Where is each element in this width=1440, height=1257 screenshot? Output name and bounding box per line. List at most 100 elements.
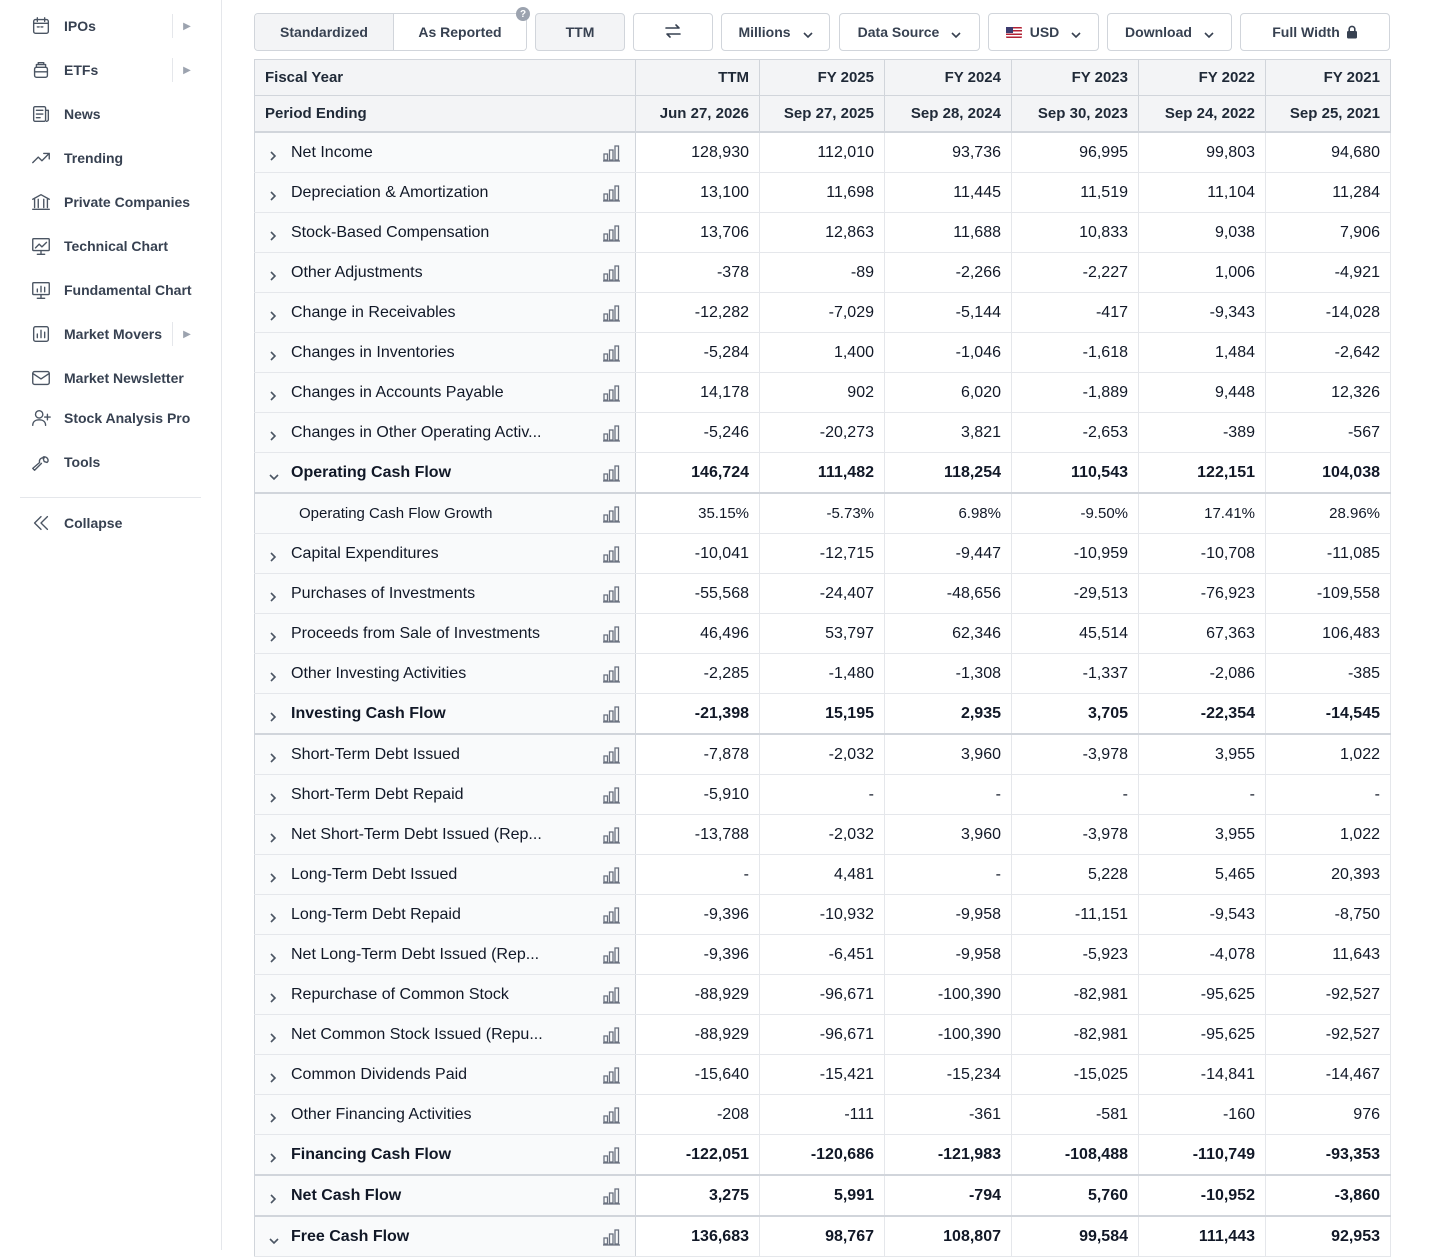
chevron-right-icon[interactable] — [269, 870, 277, 883]
sidebar-item-stock-analysis-pro[interactable]: Stock Analysis Pro — [30, 402, 200, 434]
row-label-cell[interactable]: Changes in Inventories — [254, 332, 636, 373]
row-label-cell[interactable]: Free Cash Flow — [254, 1215, 636, 1257]
row-label-cell[interactable]: Depreciation & Amortization — [254, 172, 636, 213]
sidebar-item-tools[interactable]: Tools — [30, 446, 200, 478]
bar-chart-icon[interactable] — [601, 625, 621, 643]
currency-dropdown[interactable]: USD — [988, 13, 1099, 51]
column-header[interactable]: FY 2023 — [1011, 59, 1139, 96]
sidebar-item-trending[interactable]: Trending — [30, 142, 200, 174]
chevron-right-icon[interactable] — [269, 669, 277, 682]
data-source-dropdown[interactable]: Data Source — [839, 13, 980, 51]
bar-chart-icon[interactable] — [601, 424, 621, 442]
sidebar-item-private-companies[interactable]: Private Companies — [30, 186, 200, 218]
row-label-cell[interactable]: Short-Term Debt Issued — [254, 733, 636, 775]
bar-chart-icon[interactable] — [601, 464, 621, 482]
row-label-cell[interactable]: Net Cash Flow — [254, 1174, 636, 1217]
bar-chart-icon[interactable] — [601, 786, 621, 804]
row-label-cell[interactable]: Net Short-Term Debt Issued (Rep... — [254, 814, 636, 855]
row-label-cell[interactable]: Net Common Stock Issued (Repu... — [254, 1014, 636, 1055]
swap-columns-button[interactable] — [633, 13, 713, 51]
column-header[interactable]: FY 2024 — [884, 59, 1012, 96]
chevron-right-icon[interactable] — [269, 308, 277, 321]
chevron-right-icon[interactable] — [269, 348, 277, 361]
row-label-cell[interactable]: Net Income — [254, 131, 636, 173]
chevron-right-icon[interactable] — [269, 1110, 277, 1123]
bar-chart-icon[interactable] — [601, 184, 621, 202]
column-header[interactable]: FY 2022 — [1138, 59, 1266, 96]
submenu-arrow-icon[interactable]: ▶ — [172, 322, 201, 346]
row-label-cell[interactable]: Repurchase of Common Stock — [254, 974, 636, 1015]
sidebar-item-ipos[interactable]: IPOs ▶ — [30, 10, 200, 42]
chevron-right-icon[interactable] — [269, 709, 277, 722]
chevron-right-icon[interactable] — [269, 750, 277, 763]
row-label-cell[interactable]: Changes in Other Operating Activ... — [254, 412, 636, 453]
bar-chart-icon[interactable] — [601, 705, 621, 723]
chevron-right-icon[interactable] — [269, 388, 277, 401]
row-label-cell[interactable]: Operating Cash Flow Growth — [254, 492, 636, 534]
sidebar-item-news[interactable]: News — [30, 98, 200, 130]
chevron-right-icon[interactable] — [269, 629, 277, 642]
bar-chart-icon[interactable] — [601, 1026, 621, 1044]
bar-chart-icon[interactable] — [601, 1228, 621, 1246]
row-label-cell[interactable]: Long-Term Debt Issued — [254, 854, 636, 895]
bar-chart-icon[interactable] — [601, 906, 621, 924]
chevron-right-icon[interactable] — [269, 428, 277, 441]
row-label-cell[interactable]: Other Adjustments — [254, 252, 636, 293]
row-label-cell[interactable]: Long-Term Debt Repaid — [254, 894, 636, 935]
units-dropdown[interactable]: Millions — [721, 13, 830, 51]
as-reported-button[interactable]: As Reported — [394, 14, 526, 50]
bar-chart-icon[interactable] — [601, 1066, 621, 1084]
chevron-right-icon[interactable] — [269, 228, 277, 241]
row-label-cell[interactable]: Purchases of Investments — [254, 573, 636, 614]
row-label-cell[interactable]: Proceeds from Sale of Investments — [254, 613, 636, 654]
chevron-right-icon[interactable] — [269, 830, 277, 843]
chevron-right-icon[interactable] — [269, 1191, 277, 1204]
sidebar-item-technical-chart[interactable]: Technical Chart — [30, 230, 200, 262]
row-label-cell[interactable]: Investing Cash Flow — [254, 693, 636, 735]
download-dropdown[interactable]: Download — [1107, 13, 1232, 51]
bar-chart-icon[interactable] — [601, 344, 621, 362]
row-label-cell[interactable]: Capital Expenditures — [254, 533, 636, 574]
chevron-right-icon[interactable] — [269, 268, 277, 281]
bar-chart-icon[interactable] — [601, 1187, 621, 1205]
chevron-right-icon[interactable] — [269, 910, 277, 923]
row-label-cell[interactable]: Common Dividends Paid — [254, 1054, 636, 1095]
submenu-arrow-icon[interactable]: ▶ — [172, 58, 201, 82]
submenu-arrow-icon[interactable]: ▶ — [172, 14, 201, 38]
bar-chart-icon[interactable] — [601, 866, 621, 884]
chevron-right-icon[interactable] — [269, 990, 277, 1003]
bar-chart-icon[interactable] — [601, 384, 621, 402]
chevron-right-icon[interactable] — [269, 148, 277, 161]
bar-chart-icon[interactable] — [601, 1106, 621, 1124]
bar-chart-icon[interactable] — [601, 505, 621, 523]
bar-chart-icon[interactable] — [601, 545, 621, 563]
ttm-button[interactable]: TTM — [535, 13, 625, 51]
bar-chart-icon[interactable] — [601, 665, 621, 683]
row-label-cell[interactable]: Short-Term Debt Repaid — [254, 774, 636, 815]
bar-chart-icon[interactable] — [601, 585, 621, 603]
bar-chart-icon[interactable] — [601, 746, 621, 764]
row-label-cell[interactable]: Financing Cash Flow — [254, 1134, 636, 1176]
chevron-right-icon[interactable] — [269, 950, 277, 963]
chevron-down-icon[interactable] — [269, 1232, 279, 1244]
bar-chart-icon[interactable] — [601, 144, 621, 162]
bar-chart-icon[interactable] — [601, 264, 621, 282]
column-header[interactable]: FY 2025 — [759, 59, 885, 96]
row-label-cell[interactable]: Changes in Accounts Payable — [254, 372, 636, 413]
column-header[interactable]: FY 2021 — [1265, 59, 1391, 96]
collapse-button[interactable]: Collapse — [30, 507, 200, 539]
help-icon[interactable]: ? — [516, 7, 530, 21]
bar-chart-icon[interactable] — [601, 1146, 621, 1164]
bar-chart-icon[interactable] — [601, 946, 621, 964]
bar-chart-icon[interactable] — [601, 224, 621, 242]
chevron-right-icon[interactable] — [269, 790, 277, 803]
chevron-right-icon[interactable] — [269, 549, 277, 562]
row-label-cell[interactable]: Other Investing Activities — [254, 653, 636, 694]
chevron-down-icon[interactable] — [269, 468, 279, 480]
row-label-cell[interactable]: Change in Receivables — [254, 292, 636, 333]
row-label-cell[interactable]: Stock-Based Compensation — [254, 212, 636, 253]
sidebar-item-market-newsletter[interactable]: Market Newsletter — [30, 362, 200, 394]
row-label-cell[interactable]: Other Financing Activities — [254, 1094, 636, 1135]
sidebar-item-market-movers[interactable]: Market Movers ▶ — [30, 318, 200, 350]
chevron-right-icon[interactable] — [269, 1070, 277, 1083]
